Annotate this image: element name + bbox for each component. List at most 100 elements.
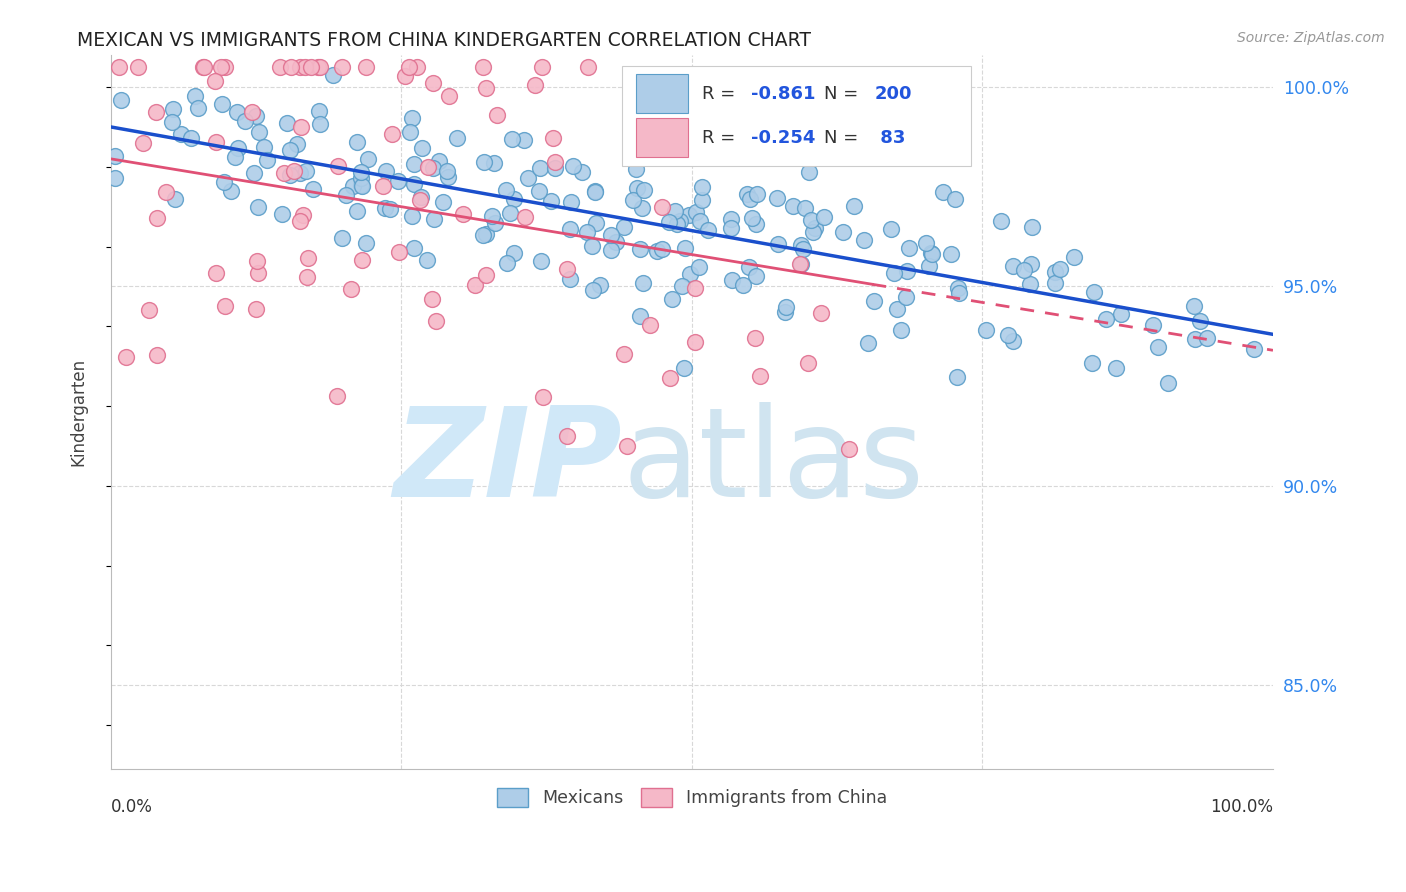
Point [898,241,921,255]
Point [326,159,349,173]
Point [285,136,308,151]
Text: R =: R = [703,128,741,147]
Point [645,244,668,258]
Point [576,225,599,239]
Point [630,201,652,215]
Point [162,114,184,128]
Point [432,195,454,210]
Point [162,103,184,117]
Point [766,237,789,252]
Point [1049,261,1071,276]
Point [673,240,696,254]
Point [242,105,264,120]
Point [278,144,301,158]
Point [108,60,131,74]
Point [499,205,522,219]
Point [997,328,1019,343]
Point [585,215,607,229]
Point [378,202,401,216]
Point [863,294,886,309]
Point [401,209,423,223]
Point [658,214,681,228]
Point [918,260,941,274]
Point [555,429,578,443]
Point [387,173,409,187]
Point [948,286,970,301]
Point [765,191,787,205]
Text: atlas: atlas [621,401,924,523]
Point [406,60,429,74]
Point [530,253,553,268]
Point [411,141,433,155]
Text: R =: R = [703,85,741,103]
Point [690,180,713,194]
Point [555,262,578,277]
Point [269,60,291,74]
Point [790,237,813,252]
Point [671,279,693,293]
Point [418,161,440,175]
Point [409,190,432,204]
Point [346,204,368,219]
Point [246,253,269,268]
Point [696,132,718,146]
Point [540,194,562,209]
Point [583,185,606,199]
Point [541,130,564,145]
Point [689,213,711,227]
Point [558,272,581,286]
Point [790,257,813,271]
Point [638,318,661,333]
Point [628,242,651,256]
Point [792,243,814,257]
Point [1021,219,1043,234]
Point [475,268,498,283]
Point [226,141,249,155]
Point [720,273,742,287]
Point [735,186,758,201]
Point [373,179,395,194]
Point [145,211,167,225]
Point [581,239,603,253]
Text: 0.0%: 0.0% [111,797,153,815]
Point [291,208,314,222]
Point [471,60,494,74]
Point [256,153,278,167]
Point [853,233,876,247]
Point [599,228,621,243]
Point [297,252,319,266]
Point [946,370,969,384]
Point [631,276,654,290]
Point [669,213,692,227]
Point [399,125,422,139]
Point [422,76,444,90]
Point [744,331,766,345]
Point [775,305,797,319]
Point [1184,332,1206,346]
Point [513,210,536,224]
Point [524,78,547,92]
Point [436,164,458,178]
FancyBboxPatch shape [621,66,970,166]
Point [290,60,312,74]
Point [209,60,232,74]
Point [582,283,605,297]
Point [475,227,498,241]
Point [224,149,246,163]
Point [576,60,599,74]
Point [350,253,373,268]
Point [683,280,706,294]
Point [420,293,443,307]
Point [720,212,742,227]
Point [205,266,228,280]
Point [794,202,817,216]
Point [422,161,444,175]
Point [696,223,718,237]
Point [495,183,517,197]
Point [402,241,425,255]
Point [797,356,820,370]
Point [1105,361,1128,376]
Point [1081,356,1104,370]
Point [290,214,312,228]
Text: -0.254: -0.254 [751,128,815,147]
